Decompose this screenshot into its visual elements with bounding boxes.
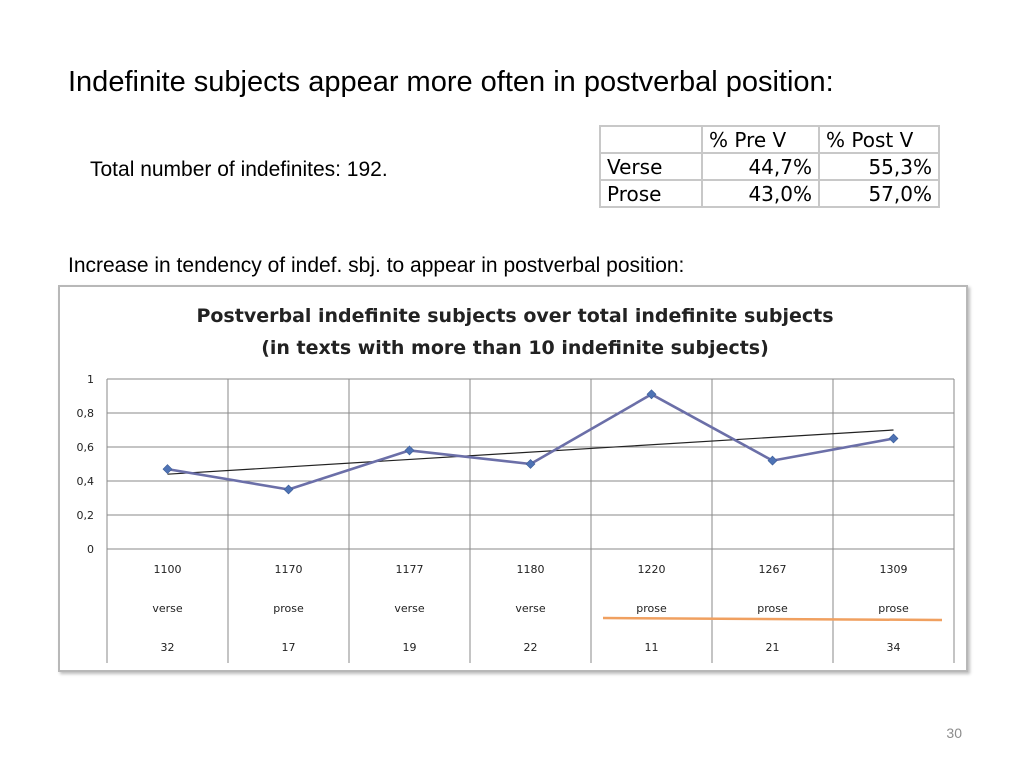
category-count-label: 11: [645, 641, 659, 654]
category-genre-label: prose: [878, 602, 909, 615]
series-line: [167, 393, 894, 491]
data-point: [162, 464, 173, 475]
category-year-label: 1180: [517, 563, 545, 576]
data-point: [888, 433, 899, 444]
line-chart: Postverbal indefinite subjects over tota…: [77, 305, 955, 663]
category-year-label: 1220: [638, 563, 666, 576]
category-count-label: 32: [161, 641, 175, 654]
y-tick-label: 0,4: [77, 475, 95, 488]
table-cell: 43,0%: [701, 179, 820, 208]
table-cell: Verse: [599, 152, 703, 181]
y-tick-label: 1: [87, 373, 94, 386]
table-row: Verse 44,7% 55,3%: [599, 152, 940, 181]
category-genre-label: prose: [757, 602, 788, 615]
chart-container: Postverbal indefinite subjects over tota…: [58, 285, 968, 672]
category-genre-label: verse: [152, 602, 183, 615]
data-point: [404, 445, 415, 456]
table-cell: 55,3%: [818, 152, 940, 181]
category-count-label: 22: [524, 641, 538, 654]
category-year-label: 1177: [396, 563, 424, 576]
table-row: Prose 43,0% 57,0%: [599, 179, 940, 208]
chart-title-line2: (in texts with more than 10 indefinite s…: [261, 337, 769, 359]
chart-title-line1: Postverbal indefinite subjects over tota…: [196, 305, 833, 327]
category-genre-label: prose: [636, 602, 667, 615]
trendline: [167, 429, 894, 475]
y-tick-label: 0,8: [77, 407, 95, 420]
y-tick-label: 0: [87, 543, 94, 556]
table-header-cell: [599, 125, 703, 154]
table-cell: 44,7%: [701, 152, 820, 181]
total-indefinites-text: Total number of indefinites: 192.: [90, 158, 388, 181]
y-tick-label: 0,6: [77, 441, 95, 454]
category-genre-label: verse: [515, 602, 546, 615]
data-point: [767, 455, 778, 466]
category-year-label: 1267: [759, 563, 787, 576]
category-genre-label: prose: [273, 602, 304, 615]
page-number: 30: [946, 725, 962, 741]
increase-tendency-text: Increase in tendency of indef. sbj. to a…: [68, 254, 685, 277]
category-count-label: 21: [766, 641, 780, 654]
data-point: [525, 459, 536, 469]
table-header-cell: % Pre V: [701, 125, 820, 154]
category-year-label: 1309: [880, 563, 908, 576]
table-cell: Prose: [599, 179, 703, 208]
category-year-label: 1170: [275, 563, 303, 576]
pre-post-verb-table: % Pre V % Post V Verse 44,7% 55,3% Prose…: [599, 125, 940, 208]
data-point: [283, 484, 294, 495]
table-cell: 57,0%: [818, 179, 940, 208]
data-point: [646, 389, 657, 400]
category-year-label: 1100: [154, 563, 182, 576]
category-count-label: 19: [403, 641, 417, 654]
table-header-cell: % Post V: [818, 125, 940, 154]
category-count-label: 17: [282, 641, 296, 654]
category-genre-label: verse: [394, 602, 425, 615]
prose-highlight-underline: [602, 616, 943, 622]
category-count-label: 34: [887, 641, 901, 654]
slide-title: Indefinite subjects appear more often in…: [68, 66, 834, 98]
y-tick-label: 0,2: [77, 509, 95, 522]
table-header-row: % Pre V % Post V: [599, 125, 940, 154]
